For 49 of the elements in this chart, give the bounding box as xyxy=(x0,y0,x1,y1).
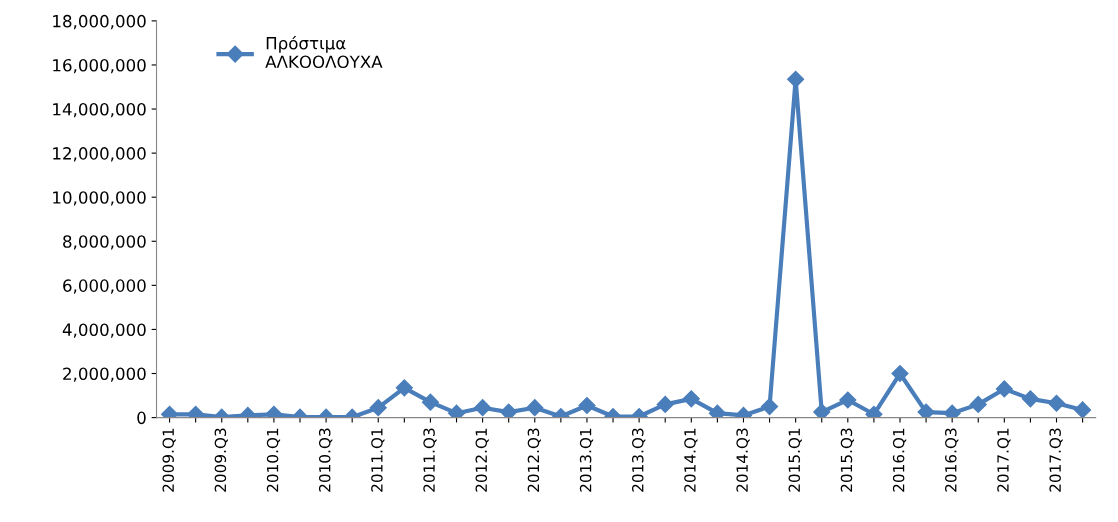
x-tick-label: 2009.Q1 xyxy=(162,428,176,492)
y-tick-label: 12,000,000 xyxy=(53,147,146,162)
x-tick-label: 2014.Q1 xyxy=(684,428,698,492)
x-tick-label: 2010.Q3 xyxy=(318,428,333,492)
x-tick-label: 2010.Q1 xyxy=(266,428,281,492)
y-tick-label: 0 xyxy=(137,411,146,425)
point xyxy=(578,396,596,415)
x-tick-label: 2011.Q3 xyxy=(423,428,437,492)
point xyxy=(369,399,387,417)
x-tick-label: 2017.Q3 xyxy=(1049,428,1063,492)
point xyxy=(891,364,909,383)
x-tick-label: 2016.Q1 xyxy=(892,428,907,492)
point xyxy=(500,403,518,418)
y-tick-label: 10,000,000 xyxy=(53,191,146,206)
point xyxy=(1021,390,1039,408)
y-tick-label: 18,000,000 xyxy=(53,14,146,30)
point xyxy=(917,403,935,418)
x-tick-label: 2009.Q3 xyxy=(214,428,228,492)
point xyxy=(526,399,544,417)
y-tick-label: 2,000,000 xyxy=(63,367,146,382)
y-tick-label: 16,000,000 xyxy=(53,58,146,74)
point xyxy=(682,390,700,408)
x-tick-label: 2014.Q3 xyxy=(736,428,750,492)
point xyxy=(969,395,987,413)
point xyxy=(656,395,674,413)
point xyxy=(421,393,439,411)
x-tick-label: 2013.Q1 xyxy=(579,428,594,492)
x-tick-label: 2012.Q1 xyxy=(475,428,489,492)
x-tick-label: 2012.Q3 xyxy=(527,428,541,492)
x-tick-label: 2013.Q3 xyxy=(632,428,646,492)
x-tick-label: 2017.Q1 xyxy=(997,428,1011,492)
y-tick-label: 8,000,000 xyxy=(63,235,146,250)
point xyxy=(1074,401,1092,418)
point xyxy=(474,399,492,417)
x-tick-label: 2011.Q1 xyxy=(371,428,385,492)
point xyxy=(839,391,857,409)
y-tick-label: 4,000,000 xyxy=(62,323,146,338)
point xyxy=(1047,394,1066,412)
y-tick-label: 6,000,000 xyxy=(63,279,146,294)
x-tick-label: 2015.Q1 xyxy=(788,428,802,492)
point xyxy=(813,403,831,418)
x-tick-label: 2016.Q3 xyxy=(945,428,959,492)
point xyxy=(995,380,1013,398)
point xyxy=(787,70,805,88)
point xyxy=(395,379,413,397)
y-tick-label: 14,000,000 xyxy=(53,103,146,118)
legend-label: Πρόστιμα ΑΛΚΟΟΛΟΥΧΑ xyxy=(265,35,383,69)
point xyxy=(761,398,779,416)
x-tick-label: 2015.Q3 xyxy=(840,428,854,492)
